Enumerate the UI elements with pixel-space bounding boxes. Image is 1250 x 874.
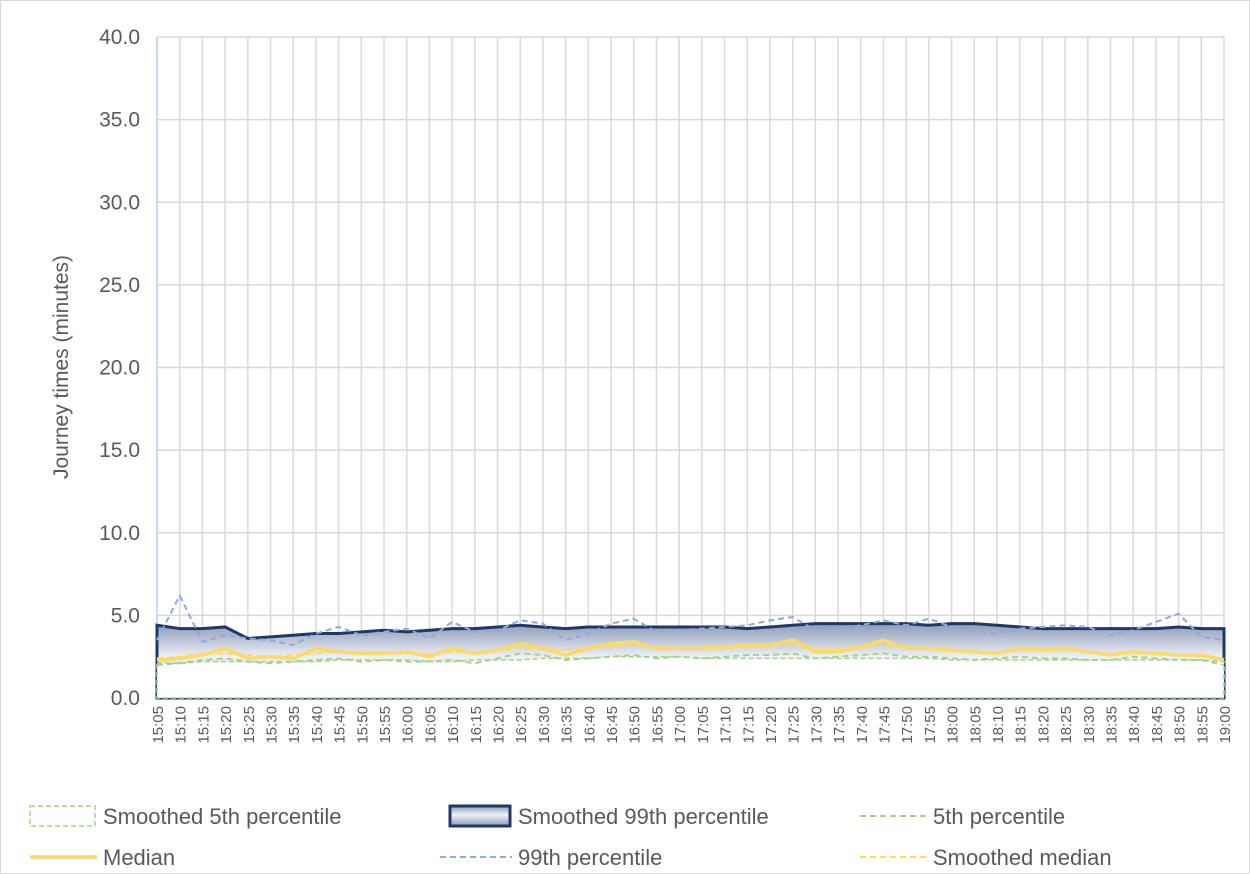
y-tick-label: 15.0 <box>99 439 140 462</box>
x-tick-label: 16:50 <box>627 706 644 744</box>
x-tick-label: 15:55 <box>377 706 394 744</box>
x-tick-label: 17:50 <box>899 706 916 744</box>
x-tick-label: 18:25 <box>1058 706 1075 744</box>
x-tick-label: 16:40 <box>581 706 598 744</box>
x-tick-label: 15:50 <box>354 706 371 744</box>
y-axis-title: Journey times (minutes) <box>50 255 73 479</box>
x-tick-label: 16:55 <box>649 706 666 744</box>
legend-label: 5th percentile <box>933 804 1065 829</box>
x-tick-label: 16:25 <box>513 706 530 744</box>
x-tick-label: 18:15 <box>1013 706 1030 744</box>
y-tick-label: 20.0 <box>99 357 140 380</box>
y-tick-label: 30.0 <box>99 191 140 214</box>
line <box>156 652 1225 666</box>
x-tick-label: 15:20 <box>218 706 235 744</box>
x-tick-label: 16:00 <box>400 706 417 744</box>
legend-label: Smoothed 5th percentile <box>103 804 342 829</box>
x-tick-label: 18:55 <box>1194 706 1211 744</box>
x-tick-label: 17:35 <box>831 706 848 744</box>
x-tick-label: 17:20 <box>763 706 780 744</box>
legend-swatch <box>448 804 512 828</box>
y-tick-label: 10.0 <box>99 522 140 545</box>
y-tick-label: 5.0 <box>111 604 140 627</box>
x-tick-label: 15:40 <box>309 706 326 744</box>
x-tick-label: 17:40 <box>854 706 871 744</box>
legend-label: Median <box>103 845 175 870</box>
x-tick-label: 15:35 <box>286 706 303 744</box>
line <box>156 644 1225 660</box>
x-tick-label: 18:35 <box>1103 706 1120 744</box>
x-tick-label: 18:45 <box>1149 706 1166 744</box>
x-tick-label: 17:10 <box>718 706 735 744</box>
area <box>156 655 1225 699</box>
x-tick-label: 17:15 <box>740 706 757 744</box>
x-tick-label: 15:10 <box>173 706 190 744</box>
legend-swatch <box>29 805 96 827</box>
x-tick-label: 18:05 <box>967 706 984 744</box>
x-tick-label: 18:10 <box>990 706 1007 744</box>
x-tick-label: 16:45 <box>604 706 621 744</box>
x-tick-label: 16:10 <box>445 706 462 744</box>
x-tick-label: 18:20 <box>1035 706 1052 744</box>
y-tick-label: 25.0 <box>99 274 140 297</box>
x-tick-label: 15:15 <box>195 706 212 744</box>
legend-label: Smoothed median <box>933 845 1112 870</box>
x-tick-label: 17:45 <box>876 706 893 744</box>
x-tick-label: 17:55 <box>922 706 939 744</box>
x-tick-label: 17:25 <box>786 706 803 744</box>
x-tick-label: 15:05 <box>150 706 167 744</box>
x-tick-label: 16:20 <box>491 706 508 744</box>
x-tick-label: 17:05 <box>695 706 712 744</box>
x-tick-label: 16:05 <box>422 706 439 744</box>
x-tick-label: 16:30 <box>536 706 553 744</box>
y-tick-label: 0.0 <box>111 687 140 710</box>
legend-label: Smoothed 99th percentile <box>518 804 769 829</box>
x-tick-label: 19:00 <box>1217 706 1234 744</box>
x-tick-label: 15:45 <box>332 706 349 744</box>
x-tick-label: 18:40 <box>1126 706 1143 744</box>
x-tick-label: 16:35 <box>559 706 576 744</box>
x-tick-label: 18:00 <box>945 706 962 744</box>
x-tick-label: 18:50 <box>1172 706 1189 744</box>
y-tick-label: 35.0 <box>99 109 140 132</box>
y-tick-label: 40.0 <box>99 26 140 49</box>
x-tick-label: 15:25 <box>241 706 258 744</box>
x-tick-label: 16:15 <box>468 706 485 744</box>
x-tick-label: 18:30 <box>1081 706 1098 744</box>
x-tick-label: 17:00 <box>672 706 689 744</box>
line <box>156 593 1225 647</box>
x-tick-label: 15:30 <box>264 706 281 744</box>
x-tick-label: 17:30 <box>808 706 825 744</box>
legend-label: 99th percentile <box>518 845 662 870</box>
